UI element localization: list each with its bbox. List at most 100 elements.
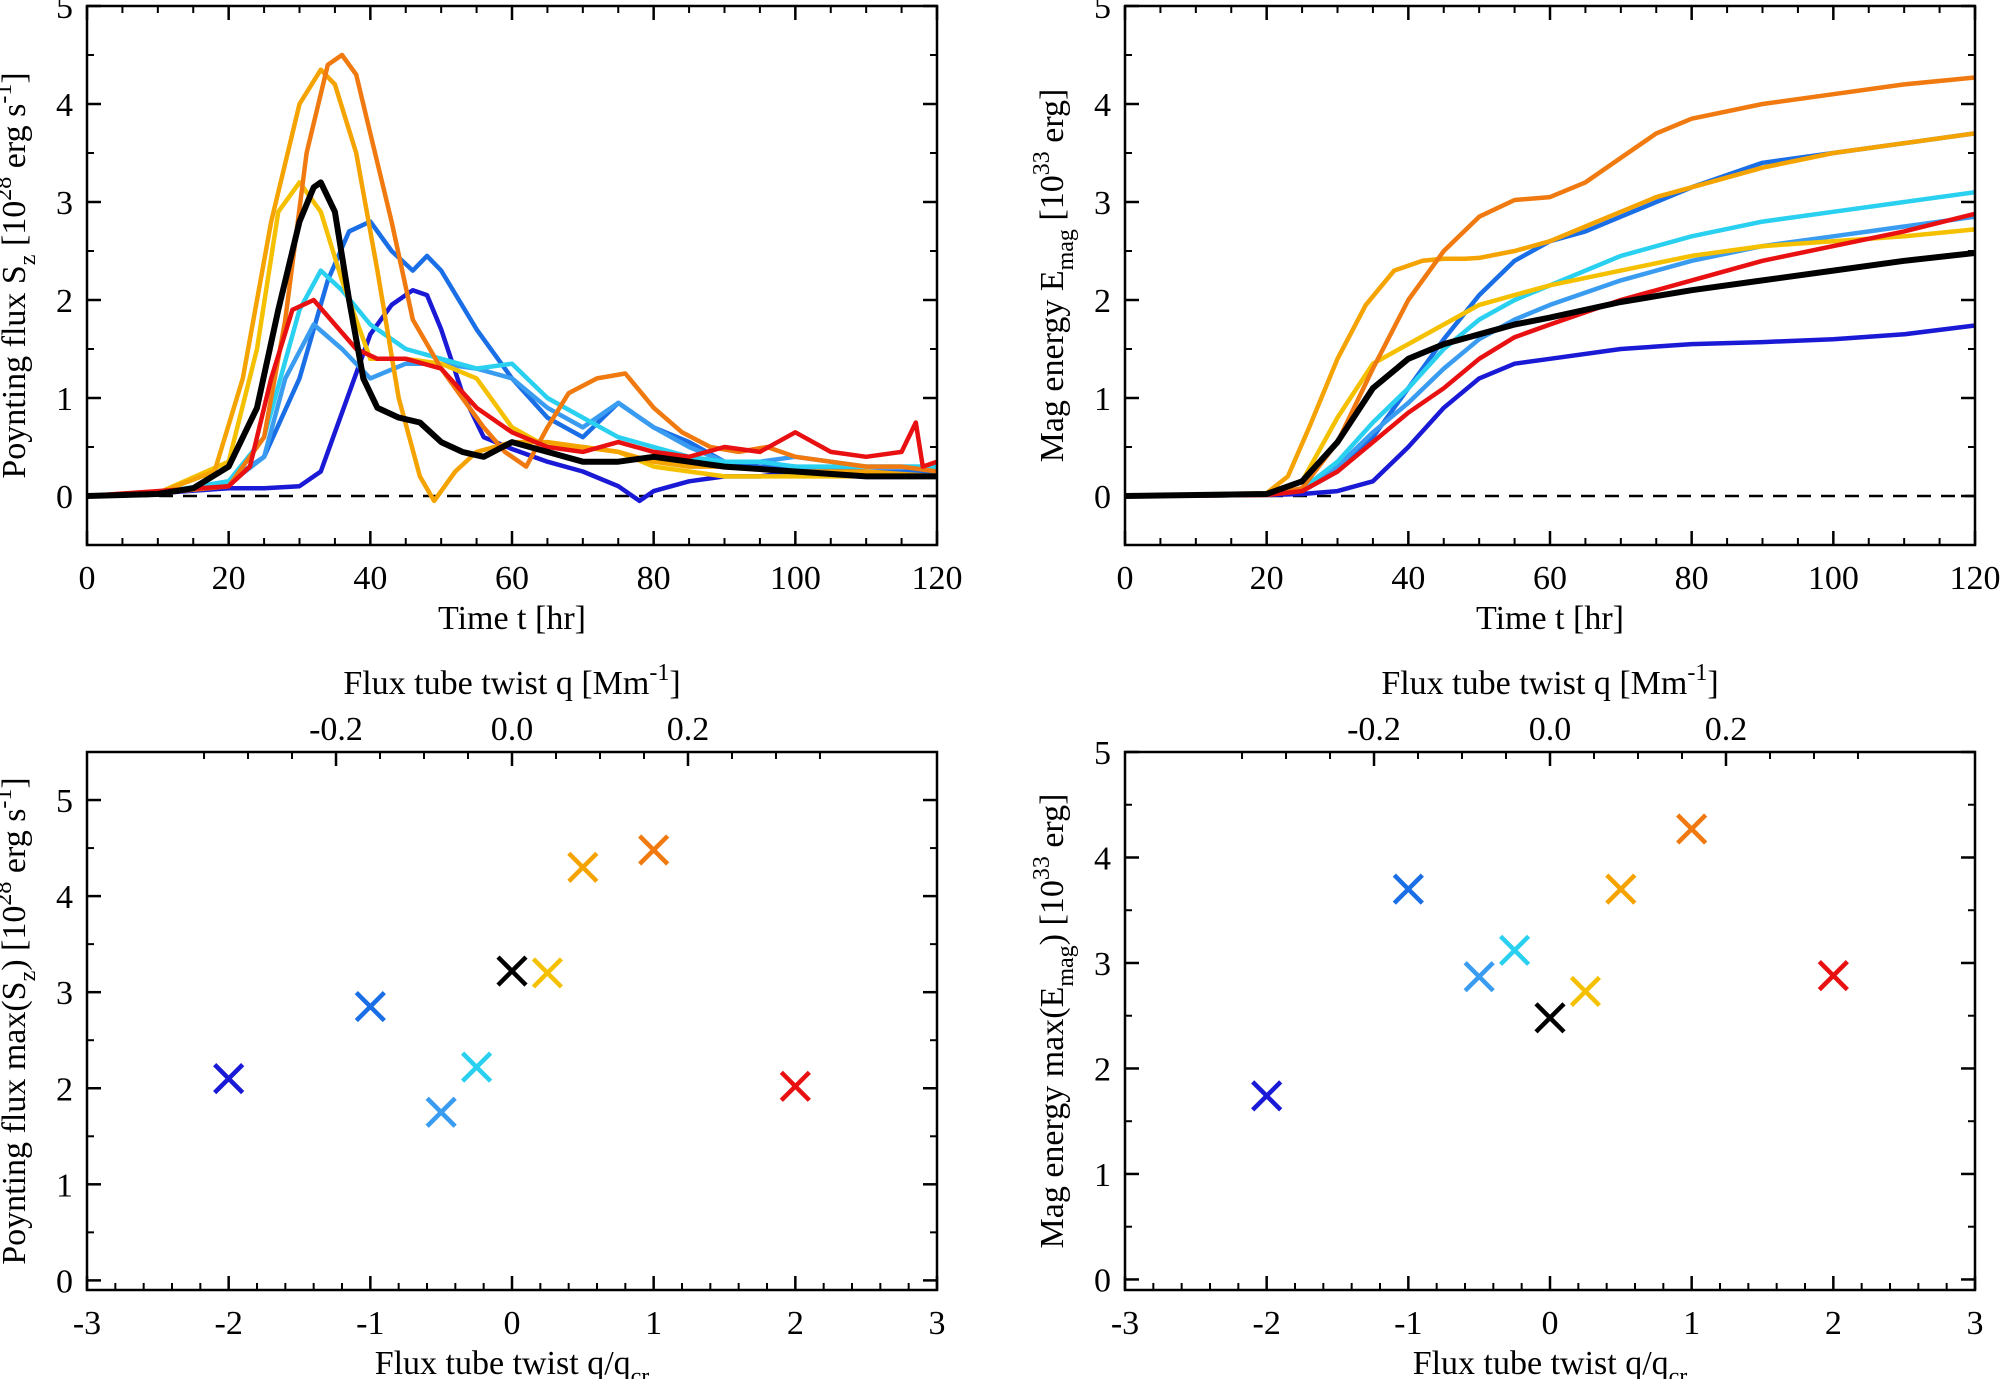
y-tick-label: 1 — [1094, 1157, 1111, 1194]
data-point-1 — [1251, 1080, 1283, 1112]
series-line-9 — [1125, 250, 1975, 499]
data-point-5 — [1534, 1002, 1566, 1034]
series-line-5 — [1125, 227, 1975, 499]
x-tick-label: 80 — [1675, 560, 1709, 597]
y-tick-label: 0 — [56, 479, 73, 516]
y-tick-label: 3 — [1094, 185, 1111, 222]
data-point-4 — [460, 1051, 493, 1083]
series-line-9 — [87, 179, 937, 499]
data-point-9 — [779, 1070, 811, 1102]
x-tick-label: -3 — [1111, 1305, 1139, 1342]
x-tick-label: 0 — [504, 1305, 521, 1342]
y-tick-label: 1 — [56, 381, 73, 418]
x-tick-label: -2 — [1253, 1305, 1281, 1342]
x-tick-label: 2 — [787, 1305, 804, 1342]
plot-frame — [85, 750, 939, 1292]
y-tick-label: 2 — [1094, 283, 1111, 320]
series-line-6 — [87, 67, 937, 504]
y-tick-label: 4 — [1094, 840, 1111, 877]
y-tick-label: 0 — [1094, 1262, 1111, 1299]
data-point-7 — [567, 851, 599, 883]
x-axis-label: Flux tube twist q/qcr — [1413, 1345, 1688, 1379]
data-point-6 — [1569, 975, 1602, 1008]
x-tick-label: 100 — [770, 560, 821, 597]
x-axis-label: Time t [hr] — [1476, 600, 1624, 637]
x-tick-label: 1 — [645, 1305, 662, 1342]
y-axis-label: Mag energy max(Emag) [1033 erg] — [1029, 794, 1079, 1249]
data-point-3 — [425, 1096, 457, 1128]
data-point-5 — [496, 955, 528, 987]
data-point-4 — [1498, 934, 1531, 966]
x-tick-label: 2 — [1825, 1305, 1842, 1342]
x-tick-label: 60 — [495, 560, 529, 597]
y-tick-label: 2 — [56, 283, 73, 320]
panel-a: 0 20 40 60 80 100 120 0 1 2 3 4 5 Time t [hr] Poynting… — [0, 0, 963, 637]
x-tick-label: -3 — [73, 1305, 101, 1342]
x-axis-label: Time t [hr] — [438, 600, 586, 637]
data-point-1 — [213, 1063, 245, 1095]
y-axis-label: Poynting flux Sz [1028 erg s-1] — [0, 72, 41, 478]
data-point-7 — [1605, 873, 1637, 905]
x-tick-label: 0 — [79, 560, 96, 597]
data-point-2 — [354, 990, 386, 1023]
y-tick-label: 0 — [1094, 479, 1111, 516]
series-line-6 — [1125, 131, 1975, 499]
series-line-4 — [87, 268, 937, 499]
x-tick-label: 100 — [1808, 560, 1859, 597]
x-tick-label: 0 — [1117, 560, 1134, 597]
panel-d: -3 -2 -1 0 1 2 3 0 1 2 3 4 5 -0.2 0.0 0.2 Flux tube twis… — [1029, 660, 1984, 1379]
y-tick-label: 5 — [56, 0, 73, 26]
y-tick-label: 4 — [56, 879, 73, 916]
top-x-tick-label: 0.0 — [1529, 711, 1572, 748]
y-tick-label: 3 — [56, 185, 73, 222]
top-x-tick-label: 0.2 — [667, 711, 710, 748]
y-tick-label: 1 — [56, 1167, 73, 1204]
panel-c: -3 -2 -1 0 1 2 3 0 1 2 3 4 5 -0.2 0.0 0.2 Flux tube twis… — [0, 660, 946, 1379]
x-axis-label: Flux tube twist q/qcr — [375, 1345, 650, 1379]
x-tick-label: 120 — [1950, 560, 2000, 597]
plot-frame — [1123, 4, 1977, 547]
top-x-tick-label: -0.2 — [309, 711, 363, 748]
data-point-8 — [1676, 813, 1708, 845]
y-tick-label: 5 — [56, 783, 73, 820]
series-line-3 — [1125, 214, 1975, 499]
y-tick-label: 2 — [1094, 1051, 1111, 1088]
y-tick-label: 5 — [1094, 0, 1111, 26]
x-tick-label: -1 — [356, 1305, 384, 1342]
x-tick-label: -2 — [215, 1305, 243, 1342]
y-tick-label: 4 — [56, 87, 73, 124]
y-tick-label: 3 — [1094, 946, 1111, 983]
x-tick-label: 80 — [637, 560, 671, 597]
x-tick-label: 1 — [1683, 1305, 1700, 1342]
x-tick-label: 20 — [1250, 560, 1284, 597]
y-tick-label: 5 — [1094, 735, 1111, 772]
top-x-axis-label: Flux tube twist q [Mm-1] — [343, 660, 680, 702]
top-x-tick-label: 0.2 — [1705, 711, 1748, 748]
data-point-8 — [638, 834, 670, 866]
y-tick-label: 2 — [56, 1071, 73, 1108]
series-line-5 — [87, 180, 937, 499]
x-tick-label: 40 — [353, 560, 387, 597]
x-tick-label: 60 — [1533, 560, 1567, 597]
top-x-tick-label: -0.2 — [1347, 711, 1401, 748]
x-tick-label: 120 — [912, 560, 963, 597]
x-tick-label: -1 — [1394, 1305, 1422, 1342]
data-point-3 — [1463, 961, 1495, 993]
x-tick-label: 40 — [1391, 560, 1425, 597]
y-tick-label: 3 — [56, 975, 73, 1012]
top-x-axis-label: Flux tube twist q [Mm-1] — [1381, 660, 1718, 702]
top-x-tick-label: 0.0 — [491, 711, 534, 748]
x-tick-label: 3 — [929, 1305, 946, 1342]
x-tick-label: 0 — [1542, 1305, 1559, 1342]
y-axis-label: Poynting flux max(Sz) [1028 erg s-1] — [0, 777, 41, 1265]
series-line-1 — [1125, 323, 1975, 499]
x-tick-label: 20 — [212, 560, 246, 597]
series-line-4 — [1125, 189, 1975, 499]
data-point-2 — [1392, 873, 1424, 905]
series-line-8 — [87, 297, 937, 499]
y-tick-label: 4 — [1094, 87, 1111, 124]
y-tick-label: 0 — [56, 1263, 73, 1300]
x-tick-label: 3 — [1967, 1305, 1984, 1342]
y-tick-label: 1 — [1094, 381, 1111, 418]
